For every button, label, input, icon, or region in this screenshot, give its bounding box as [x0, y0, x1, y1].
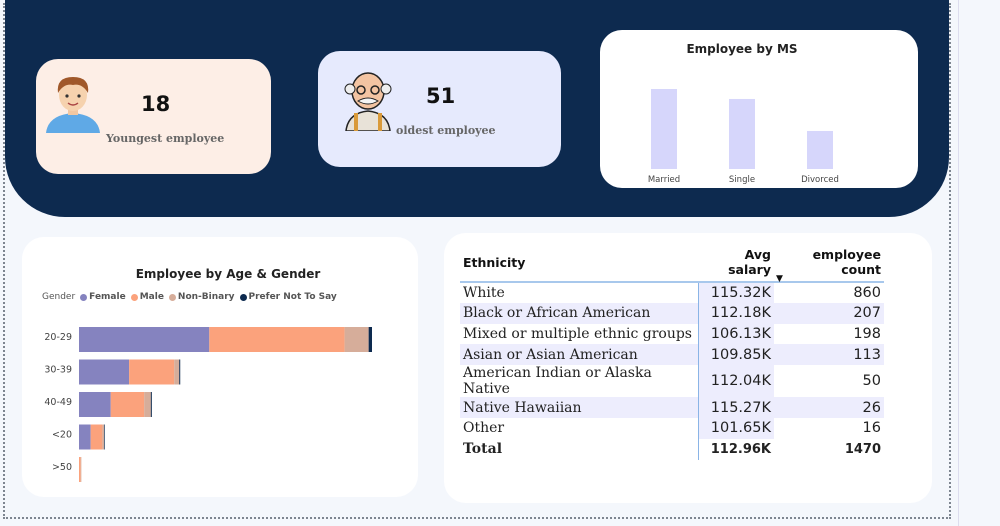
- table-row: Other 101.65K 16: [460, 417, 884, 439]
- bar-segment-non-binary[interactable]: [174, 359, 180, 385]
- table-cell: 106.13K: [698, 323, 774, 345]
- bar-segment-male[interactable]: [110, 392, 145, 417]
- total-row: Total 112.96K 1470: [460, 438, 884, 460]
- total-cell: 112.96K: [710, 441, 771, 457]
- bar-segment-non-binary[interactable]: [344, 327, 369, 352]
- bar-segment-non-binary[interactable]: [80, 457, 82, 482]
- kpi-card-youngest: 18 Youngest employee: [36, 59, 271, 174]
- y-tick-label: 40-49: [44, 397, 72, 408]
- table-row: Black or African American 112.18K 207: [460, 302, 884, 324]
- legend-item: Non-Binary: [168, 292, 235, 302]
- bar-segment-female[interactable]: [79, 327, 210, 352]
- bar-segment-prefer-not-to-say[interactable]: [368, 327, 372, 352]
- bar-segment-male[interactable]: [90, 424, 103, 450]
- bar-segment-prefer-not-to-say[interactable]: [150, 392, 152, 417]
- ethnicity-table: Ethnicity Avg salary employee count ▼ Whi…: [460, 243, 884, 460]
- bar-segment-prefer-not-to-say[interactable]: [104, 424, 105, 450]
- bar-single[interactable]: [729, 98, 755, 169]
- legend-item: Prefer Not To Say: [239, 292, 337, 302]
- table-cell: 207: [774, 302, 884, 324]
- x-tick-label: Married: [648, 175, 680, 185]
- total-cell: 1470: [844, 441, 881, 457]
- old-man-icon: [344, 72, 392, 131]
- bar-married[interactable]: [651, 89, 677, 169]
- bar-segment-female[interactable]: [79, 359, 130, 385]
- col-header-avg-salary[interactable]: Avg salary: [698, 243, 774, 283]
- table-cell: 860: [853, 284, 881, 301]
- kpi-card-oldest: 51 oldest employee: [318, 51, 561, 167]
- x-tick-label: Single: [729, 175, 755, 185]
- table-cell: 16: [862, 420, 881, 437]
- table-row: Native Hawaiian 115.27K 26: [460, 397, 884, 418]
- table-cell: Mixed or multiple ethnic groups: [460, 323, 699, 345]
- table-cell: 109.85K: [698, 344, 774, 366]
- chart-legend: Gender Female Male Non-Binary Prefer Not…: [42, 292, 337, 302]
- bar-segment-prefer-not-to-say[interactable]: [179, 359, 181, 385]
- table-row: White 115.32K 860: [460, 282, 884, 303]
- table-cell: 115.32K: [698, 282, 774, 303]
- bar-segment-non-binary[interactable]: [102, 424, 105, 450]
- y-tick-label: 30-39: [44, 365, 72, 376]
- sort-desc-icon: ▼: [776, 274, 783, 284]
- table-row: Asian or Asian American 109.85K 113: [460, 344, 884, 366]
- table-cell: Native Hawaiian: [460, 397, 699, 418]
- table-cell: 198: [853, 325, 881, 342]
- chart-title: Employee by Age & Gender: [135, 267, 321, 281]
- bar-segment-female[interactable]: [79, 424, 91, 450]
- legend-title: Gender: [42, 292, 76, 302]
- table-cell: 113: [774, 344, 884, 366]
- legend-item: Male: [130, 292, 164, 302]
- table-cell: 26: [774, 397, 884, 418]
- kpi-value: 51: [426, 84, 456, 108]
- table-cell: 112.04K: [698, 365, 774, 398]
- bar-segment-non-binary[interactable]: [144, 392, 151, 417]
- total-cell: Total: [460, 438, 699, 460]
- legend-item: Female: [80, 292, 126, 302]
- y-tick-label: >50: [52, 462, 72, 473]
- bar-segment-male[interactable]: [209, 327, 345, 352]
- ms-bar-chart: Married Single Divorced: [648, 89, 839, 185]
- table-cell: Other: [460, 417, 699, 439]
- page-frame: [3, 3, 951, 519]
- table-cell: 50: [862, 373, 881, 390]
- col-header-employee-count[interactable]: employee count ▼: [774, 243, 884, 284]
- bar-divorced[interactable]: [807, 130, 833, 169]
- y-tick-label: <20: [52, 430, 72, 441]
- table-cell: 112.18K: [698, 302, 774, 324]
- kpi-value: 18: [141, 92, 171, 116]
- table-row: American Indian or Alaska Native 112.04K 5…: [460, 365, 884, 398]
- ms-chart-card: Employee by MS Married Single Divorced: [600, 30, 918, 188]
- x-tick-label: Divorced: [801, 175, 839, 185]
- bar-segment-female[interactable]: [79, 392, 111, 417]
- young-man-icon: [46, 77, 100, 133]
- kpi-label: oldest employee: [396, 124, 496, 137]
- divider: [958, 0, 959, 526]
- table-cell: 115.27K: [698, 397, 774, 418]
- table-cell: American Indian or Alaska Native: [460, 365, 699, 398]
- chart-title: Employee by MS: [686, 42, 798, 56]
- table-row: Mixed or multiple ethnic groups 106.13K 19…: [460, 323, 884, 345]
- table-cell: Black or African American: [460, 302, 699, 324]
- bar-segment-male[interactable]: [129, 359, 175, 385]
- age-gender-chart: 20-29 30-39 40-49 <20 >50: [44, 327, 372, 482]
- table-cell: 101.65K: [698, 417, 774, 439]
- y-tick-label: 20-29: [44, 332, 72, 343]
- table-cell: Asian or Asian American: [460, 344, 699, 366]
- table-cell: White: [460, 282, 699, 303]
- bar-segment-male[interactable]: [79, 457, 81, 482]
- col-header-ethnicity[interactable]: Ethnicity: [460, 243, 698, 283]
- kpi-label: Youngest employee: [106, 132, 225, 145]
